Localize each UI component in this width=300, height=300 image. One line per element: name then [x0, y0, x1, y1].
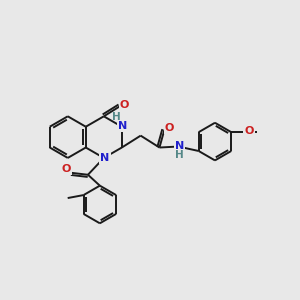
- Text: O: O: [61, 164, 71, 174]
- Text: O: O: [244, 126, 254, 136]
- Text: O: O: [120, 100, 129, 110]
- Text: H: H: [175, 150, 184, 161]
- Text: N: N: [100, 153, 110, 163]
- Text: N: N: [175, 140, 184, 151]
- Text: O: O: [165, 123, 174, 133]
- Text: H: H: [112, 112, 121, 122]
- Text: N: N: [118, 121, 128, 131]
